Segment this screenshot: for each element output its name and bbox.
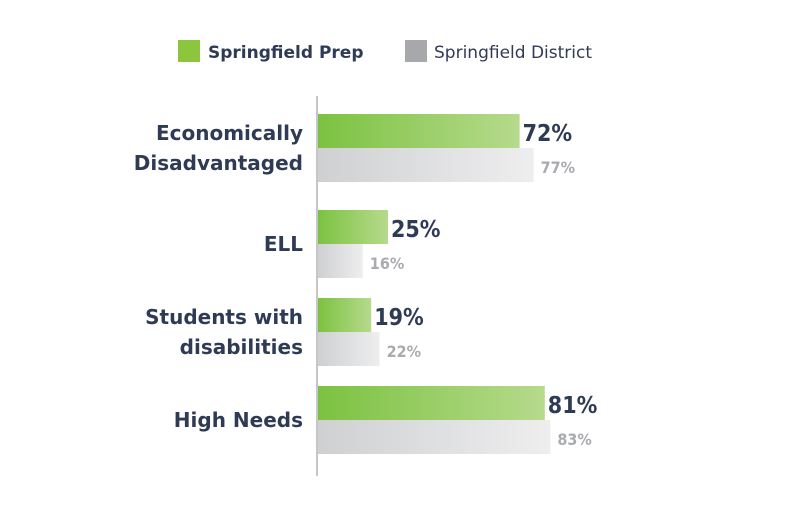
bar-springfield-prep-ell xyxy=(318,210,388,244)
bar-springfield-prep-economically-disadvantaged xyxy=(318,114,520,148)
data-label-springfield-prep-ell: 25% xyxy=(391,217,441,243)
bar-springfield-district-economically-disadvantaged xyxy=(318,148,534,182)
bar-springfield-prep-students-with-disabilities xyxy=(318,298,372,332)
data-label-springfield-district-ell: 16% xyxy=(370,254,404,273)
category-label-ell: ELL xyxy=(264,232,303,256)
bar-springfield-prep-high-needs xyxy=(318,386,545,420)
data-label-springfield-prep-economically-disadvantaged: 72% xyxy=(523,121,573,147)
category-label-students-with-disabilities-line-1: Students with xyxy=(145,305,303,329)
legend: Springfield Prep Springfield District xyxy=(178,40,592,63)
data-label-springfield-prep-high-needs: 81% xyxy=(548,393,598,419)
legend-swatch-springfield-prep xyxy=(178,40,200,62)
data-label-springfield-district-economically-disadvantaged: 77% xyxy=(541,158,575,177)
legend-label-springfield-prep: Springfield Prep xyxy=(208,43,363,63)
bar-springfield-district-students-with-disabilities xyxy=(318,332,380,366)
bar-springfield-district-high-needs xyxy=(318,420,551,454)
data-label-springfield-district-students-with-disabilities: 22% xyxy=(387,342,421,361)
category-label-high-needs: High Needs xyxy=(174,408,303,432)
category-label-economically-disadvantaged-line-1: Economically xyxy=(156,121,303,145)
legend-label-springfield-district: Springfield District xyxy=(434,43,592,63)
legend-swatch-springfield-district xyxy=(405,40,427,62)
plot-area: Economically Disadvantaged 72% 77% ELL 25% 16%… xyxy=(134,114,598,454)
bar-springfield-district-ell xyxy=(318,244,363,278)
category-label-economically-disadvantaged-line-2: Disadvantaged xyxy=(134,151,303,175)
data-label-springfield-prep-students-with-disabilities: 19% xyxy=(374,305,424,331)
data-label-springfield-district-high-needs: 83% xyxy=(557,430,591,449)
category-label-students-with-disabilities-line-2: disabilities xyxy=(180,335,303,359)
